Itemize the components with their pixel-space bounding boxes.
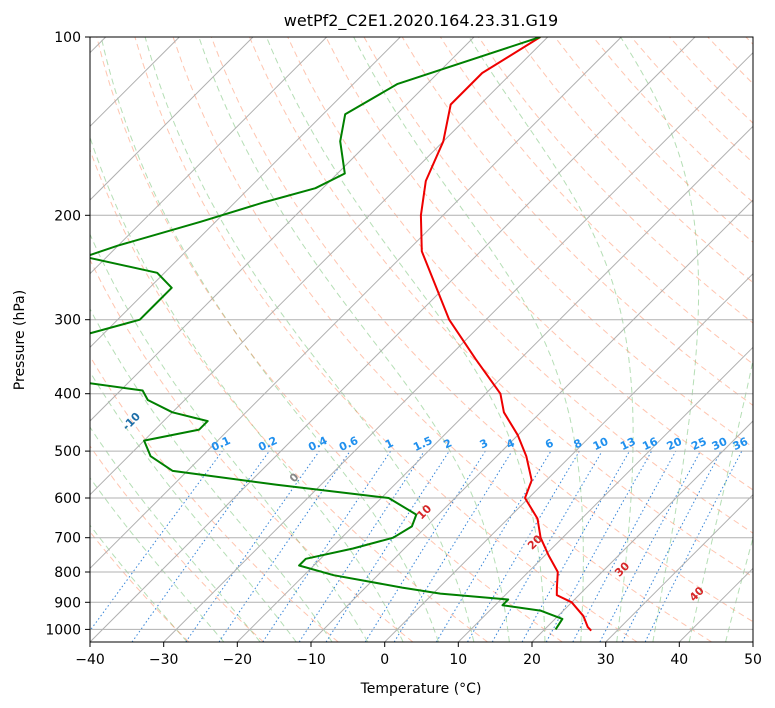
x-tick-label: 10 xyxy=(449,652,467,668)
mixing-ratio-line xyxy=(185,450,320,642)
moist-adiabat-line xyxy=(90,370,297,642)
moist-adiabat-line xyxy=(90,476,225,642)
dry-adiabat-line xyxy=(90,355,339,642)
moist-adiabat-line xyxy=(90,233,369,642)
y-tick-label: 800 xyxy=(54,565,81,581)
mixing-ratio-label: 13 xyxy=(618,435,637,453)
dry-adiabat-line xyxy=(90,258,414,642)
dry-adiabat-line xyxy=(287,37,753,534)
isotherm-gridline xyxy=(531,420,753,642)
y-tick-label: 900 xyxy=(54,595,81,611)
isotherm-gridline xyxy=(90,37,254,201)
y-tick-label: 400 xyxy=(54,387,81,403)
isotherm-gridline xyxy=(90,37,622,570)
y-tick-label: 300 xyxy=(54,313,81,329)
isotherm-gridline xyxy=(90,37,696,642)
mixing-ratio-line xyxy=(572,450,677,642)
moist-adiabat-line xyxy=(725,536,753,642)
dry-adiabat-line xyxy=(325,37,753,491)
moist-adiabat-line xyxy=(144,37,475,642)
y-tick-label: 100 xyxy=(54,30,81,46)
moist-adiabat-line xyxy=(90,524,188,642)
mixing-ratio-line xyxy=(90,450,223,632)
moist-adiabat-line xyxy=(90,426,261,642)
y-axis-ticks: 100 200 300 400 500 600 700 800 900 1000 xyxy=(45,30,90,638)
x-tick-label: −20 xyxy=(223,652,253,668)
mixing-ratio-line xyxy=(545,450,653,642)
dry-adiabat-line xyxy=(210,37,753,623)
moist-adiabat-line xyxy=(266,37,546,642)
mixing-ratio-label: 20 xyxy=(665,435,685,453)
isotherm-gridline xyxy=(457,346,753,642)
mixing-ratio-line xyxy=(521,450,630,642)
y-tick-label: 600 xyxy=(54,491,81,507)
isotherm-gridline xyxy=(163,51,753,642)
x-tick-label: 40 xyxy=(670,652,688,668)
mixing-ratio-label: 10 xyxy=(591,435,611,453)
x-tick-label: 20 xyxy=(523,652,541,668)
isotherm-gridline xyxy=(236,125,753,642)
y-axis-label: Pressure (hPa) xyxy=(12,290,28,390)
profile-series xyxy=(90,37,592,632)
moist-adiabat-line xyxy=(90,308,333,642)
mixing-ratio-label: 36 xyxy=(731,435,751,453)
mixing-ratio-line xyxy=(393,450,513,642)
x-tick-label: 0 xyxy=(380,652,389,668)
mixing-ratio-line xyxy=(325,450,450,642)
dry-adiabat-line xyxy=(249,37,753,578)
isotherm-gridlines xyxy=(90,37,753,642)
x-axis-ticks: −40 −30 −20 −10 0 10 20 30 40 50 xyxy=(75,642,762,668)
x-tick-label: −10 xyxy=(296,652,326,668)
dry-adiabat-line xyxy=(172,37,712,642)
isotherm-gridline xyxy=(90,37,328,275)
mixing-ratio-label: 25 xyxy=(689,435,708,453)
mixing-ratio-line xyxy=(644,450,743,642)
isotherm-gridline xyxy=(90,37,401,349)
mixing-ratio-label: 30 xyxy=(710,435,730,453)
dry-adiabat-line xyxy=(90,445,264,642)
x-tick-label: 50 xyxy=(744,652,762,668)
mixing-ratio-label: 16 xyxy=(640,435,660,453)
mixing-ratio-line xyxy=(218,450,351,642)
plot-frame xyxy=(89,36,754,643)
mixing-ratio-line xyxy=(298,450,425,642)
x-tick-label: −40 xyxy=(75,652,105,668)
isotherm-gridline xyxy=(384,272,753,642)
chart-title: wetPf2_C2E1.2020.164.23.31.G19 xyxy=(284,11,558,31)
dry-adiabats xyxy=(90,37,753,642)
x-tick-label: 30 xyxy=(597,652,615,668)
isotherm-gridline xyxy=(90,37,475,422)
dry-adiabat-line xyxy=(134,37,638,642)
dewpoint-profile-line xyxy=(90,37,564,630)
temperature-profile-line xyxy=(419,37,592,632)
isotherm-gridline xyxy=(310,199,753,642)
y-tick-label: 1000 xyxy=(45,622,81,638)
moist-adiabat-line xyxy=(688,358,753,642)
y-tick-label: 200 xyxy=(54,208,81,224)
x-axis-label: Temperature (°C) xyxy=(360,681,482,697)
isotherm-gridline xyxy=(90,37,549,496)
moist-adiabat-line xyxy=(620,37,700,642)
dry-adiabat-line xyxy=(516,37,753,284)
moist-adiabat-line xyxy=(353,37,584,642)
y-tick-label: 500 xyxy=(54,444,81,460)
y-tick-label: 700 xyxy=(54,531,81,547)
isotherm-gridline xyxy=(605,493,753,642)
x-tick-label: −30 xyxy=(149,652,179,668)
moist-adiabat-line xyxy=(100,37,439,642)
mixing-ratio-line xyxy=(131,450,270,642)
